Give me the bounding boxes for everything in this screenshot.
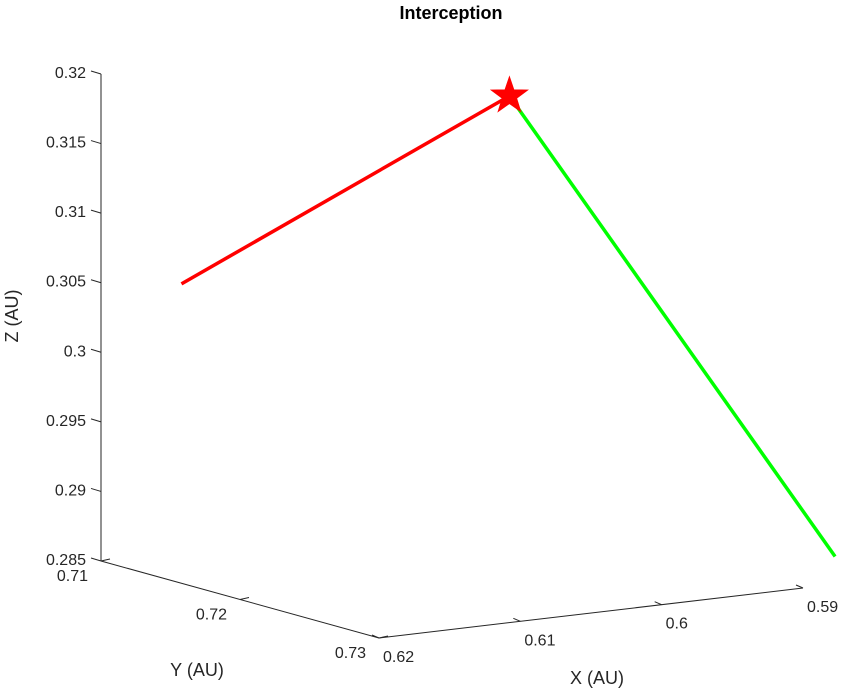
z-tick-mark xyxy=(90,418,102,423)
z-tick-label: 0.32 xyxy=(55,65,86,82)
z-tick-label: 0.305 xyxy=(46,274,86,291)
y-tick-label: 0.73 xyxy=(335,645,366,662)
x-tick-label: 0.62 xyxy=(383,649,414,666)
x-tick-mark xyxy=(654,601,662,606)
z-axis-ticks: 0.285 0.29 0.295 0.3 0.305 0.31 0.315 0.32 xyxy=(46,65,102,569)
x-tick-label: 0.61 xyxy=(524,632,555,649)
y-tick-label: 0.72 xyxy=(196,607,227,624)
z-tick-mark xyxy=(90,209,102,214)
x-tick-mark xyxy=(513,617,521,622)
z-tick-mark xyxy=(90,279,102,284)
z-tick-label: 0.3 xyxy=(64,343,86,360)
y-axis-ticks: 0.71 0.72 0.73 xyxy=(57,558,389,662)
z-axis-label: Z (AU) xyxy=(2,290,22,343)
chart-title: Interception xyxy=(399,3,502,23)
x-axis-line xyxy=(378,587,804,639)
z-tick-label: 0.315 xyxy=(46,135,86,152)
z-tick-mark xyxy=(90,70,102,75)
y-tick-mark xyxy=(378,635,389,639)
z-tick-label: 0.295 xyxy=(46,413,86,430)
series-line-1 xyxy=(508,94,837,558)
y-tick-label: 0.71 xyxy=(57,568,88,585)
z-tick-mark xyxy=(90,140,102,145)
z-tick-label: 0.29 xyxy=(55,482,86,499)
x-axis-label: X (AU) xyxy=(570,668,624,688)
series-layer xyxy=(180,75,837,558)
z-tick-mark xyxy=(90,487,102,492)
z-tick-mark xyxy=(90,557,102,562)
z-tick-mark xyxy=(90,348,102,353)
x-axis-ticks: 0.62 0.61 0.6 0.59 xyxy=(371,584,838,666)
y-tick-mark xyxy=(239,597,250,600)
x-tick-label: 0.59 xyxy=(807,599,838,616)
y-tick-mark xyxy=(100,558,111,562)
z-tick-label: 0.285 xyxy=(46,552,86,569)
series-line-0 xyxy=(180,94,511,286)
x-tick-mark xyxy=(795,584,804,589)
z-tick-label: 0.31 xyxy=(55,204,86,221)
x-tick-label: 0.6 xyxy=(666,616,688,633)
y-axis-label: Y (AU) xyxy=(170,660,224,680)
star-marker-0 xyxy=(489,75,529,113)
x-tick-mark xyxy=(371,634,380,639)
